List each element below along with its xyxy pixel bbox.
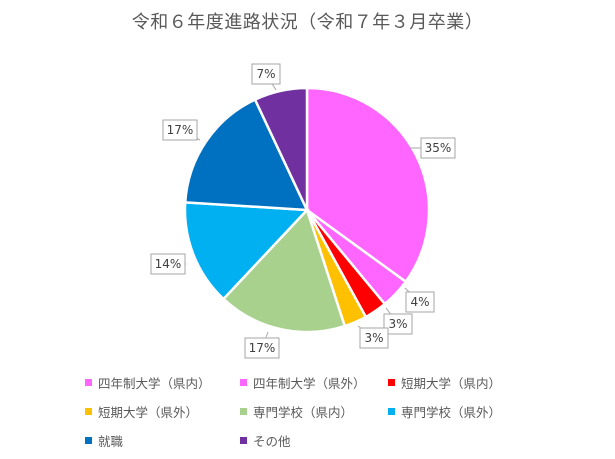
legend-label: その他 [253,433,291,449]
legend-item-1: 四年制大学（県外） [240,372,366,392]
data-label-text-2: 3% [388,317,407,331]
legend-label: 四年制大学（県外） [253,375,366,391]
legend-item-0: 四年制大学（県内） [85,372,211,392]
pie-slice-4 [221,207,347,334]
data-label-4: 17% [244,337,280,359]
data-label-2: 3% [383,313,413,335]
data-label-text-1: 4% [410,295,429,309]
legend-swatch [388,378,395,386]
legend-label: 専門学校（県外） [401,404,502,420]
legend-swatch [240,436,247,444]
legend-swatch [388,407,395,415]
legend-item-6: 就職 [85,430,123,450]
data-label-0: 35% [420,137,456,159]
legend-item-5: 専門学校（県外） [388,401,501,421]
legend-swatch [85,378,92,386]
legend-label: 専門学校（県内） [253,404,354,420]
legend-label: 四年制大学（県内） [98,375,211,391]
legend-label: 短期大学（県外） [98,404,199,420]
chart-title: 令和６年度進路状況（令和７年３月卒業） [131,12,484,33]
pie-slice-5 [183,201,310,301]
legend-label: 短期大学（県内） [401,375,502,391]
data-label-text-5: 14% [155,257,182,271]
legend-swatch [85,436,92,444]
legend-item-4: 専門学校（県内） [240,401,353,421]
legend-label: 就職 [98,433,124,449]
legend-item-3: 短期大学（県外） [85,401,198,421]
legend-swatch [240,407,247,415]
data-label-1: 4% [405,291,435,313]
data-label-text-6: 17% [167,123,194,137]
data-label-7: 7% [251,63,281,85]
data-label-text-4: 17% [249,341,276,355]
data-label-text-3: 3% [364,331,383,345]
legend-swatch [240,378,247,386]
pie-slice-0 [305,86,431,284]
data-label-3: 3% [359,327,389,349]
legend-swatch [85,407,92,415]
legend-item-7: その他 [240,430,291,450]
data-label-text-7: 7% [256,67,275,81]
pie-slice-6 [183,97,310,212]
legend-item-2: 短期大学（県内） [388,372,501,392]
pie-slice-7 [253,86,309,211]
data-label-text-0: 35% [425,141,452,155]
data-label-6: 17% [162,119,198,141]
data-label-5: 14% [150,253,186,275]
